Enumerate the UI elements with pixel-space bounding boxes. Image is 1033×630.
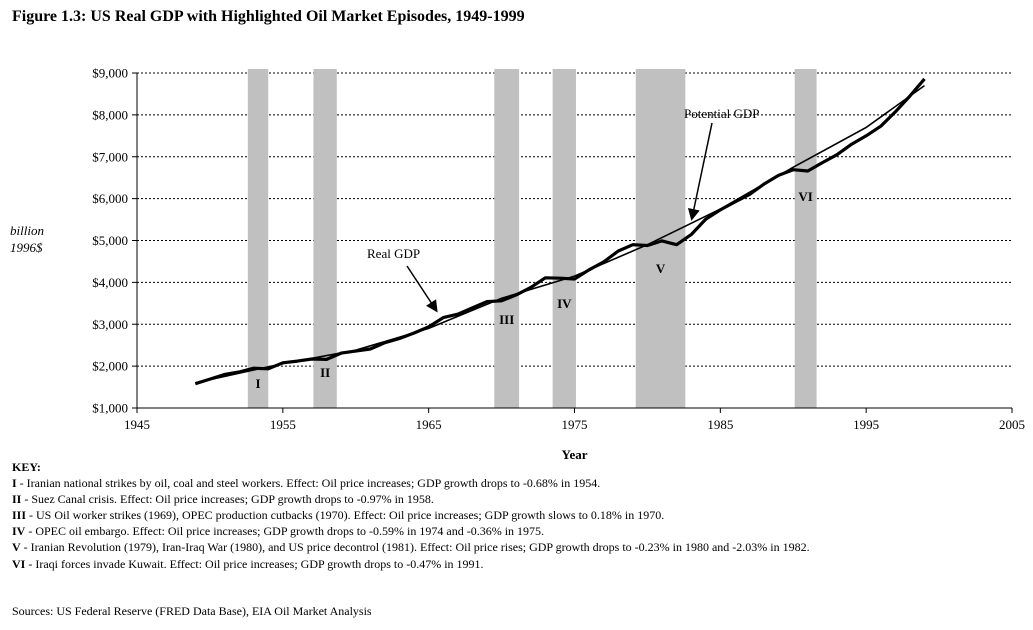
key-section: KEY: I - Iranian national strikes by oil… bbox=[12, 459, 810, 572]
real-gdp-annotation: Real GDP bbox=[367, 246, 420, 261]
key-item-v: V - Iranian Revolution (1979), Iran-Iraq… bbox=[12, 539, 810, 555]
key-code: II bbox=[12, 492, 22, 507]
sources-note: Sources: US Federal Reserve (FRED Data B… bbox=[12, 604, 372, 618]
y-tick-label: $3,000 bbox=[92, 317, 128, 332]
x-tick-label: 1975 bbox=[562, 417, 588, 432]
key-text: - Iraqi forces invade Kuwait. Effect: Oi… bbox=[25, 556, 484, 571]
key-text: - Iranian national strikes by oil, coal … bbox=[16, 476, 601, 491]
key-item-i: I - Iranian national strikes by oil, coa… bbox=[12, 475, 810, 491]
y-tick-label: $4,000 bbox=[92, 275, 128, 290]
x-tick-label: 1955 bbox=[270, 417, 296, 432]
y-axis-label-line: billion bbox=[10, 223, 44, 238]
episode-band bbox=[247, 69, 269, 408]
x-axis-label: Year bbox=[562, 447, 588, 460]
gdp-line-chart: $1,000 $2,000 $3,000 $4,000 $5,000 $6,000 $7,0… bbox=[92, 66, 1025, 461]
episode-label: IV bbox=[557, 296, 572, 311]
real-gdp-line bbox=[194, 77, 926, 386]
episode-label: V bbox=[656, 261, 666, 276]
potential-gdp-line bbox=[195, 84, 925, 384]
key-text: - US Oil worker strikes (1969), OPEC pro… bbox=[26, 508, 665, 523]
episode-band bbox=[552, 69, 576, 408]
episode-label: I bbox=[256, 376, 261, 391]
x-tick-label: 1965 bbox=[416, 417, 442, 432]
x-tick-label: 1995 bbox=[853, 417, 879, 432]
key-item-vi: VI - Iraqi forces invade Kuwait. Effect:… bbox=[12, 556, 810, 572]
y-tick-label: $1,000 bbox=[92, 401, 128, 416]
x-tick-label: 1945 bbox=[124, 417, 150, 432]
chart-title: Figure 1.3: US Real GDP with Highlighted… bbox=[12, 8, 525, 25]
key-text: - Iranian Revolution (1979), Iran-Iraq W… bbox=[20, 540, 810, 555]
key-title: KEY: bbox=[12, 460, 41, 474]
key-code: VI bbox=[12, 556, 26, 571]
key-item-ii: II - Suez Canal crisis. Effect: Oil pric… bbox=[12, 491, 810, 507]
y-tick-label: $8,000 bbox=[92, 107, 128, 122]
episode-label: II bbox=[320, 365, 330, 380]
key-code: IV bbox=[12, 524, 26, 539]
key-code: I bbox=[12, 476, 17, 491]
y-axis-label-text: billion 1996$ bbox=[10, 222, 44, 256]
x-tick-label: 2005 bbox=[999, 417, 1025, 432]
y-tick-label: $7,000 bbox=[92, 149, 128, 164]
real-gdp-arrow bbox=[406, 265, 438, 313]
x-tick-label: 1985 bbox=[707, 417, 733, 432]
y-tick-label: $9,000 bbox=[92, 66, 128, 81]
key-code: III bbox=[12, 508, 27, 523]
key-item-iv: IV - OPEC oil embargo. Effect: Oil price… bbox=[12, 523, 810, 539]
key-text: - Suez Canal crisis. Effect: Oil price i… bbox=[21, 492, 434, 507]
key-code: V bbox=[12, 540, 21, 555]
episode-band bbox=[794, 69, 817, 408]
episode-band bbox=[313, 69, 337, 408]
episode-band bbox=[494, 69, 520, 408]
y-tick-label: $6,000 bbox=[92, 191, 128, 206]
y-tick-label: $2,000 bbox=[92, 359, 128, 374]
key-item-iii: III - US Oil worker strikes (1969), OPEC… bbox=[12, 507, 810, 523]
y-tick-label: $5,000 bbox=[92, 233, 128, 248]
potential-gdp-arrow bbox=[687, 122, 713, 221]
episode-label: VI bbox=[798, 189, 812, 204]
potential-gdp-annotation: Potential GDP bbox=[684, 106, 759, 121]
episode-label: III bbox=[499, 312, 514, 327]
y-axis-label: billion 1996$ bbox=[10, 222, 44, 256]
key-text: - OPEC oil embargo. Effect: Oil price in… bbox=[25, 524, 545, 539]
y-axis-label-line: 1996$ bbox=[10, 240, 43, 255]
